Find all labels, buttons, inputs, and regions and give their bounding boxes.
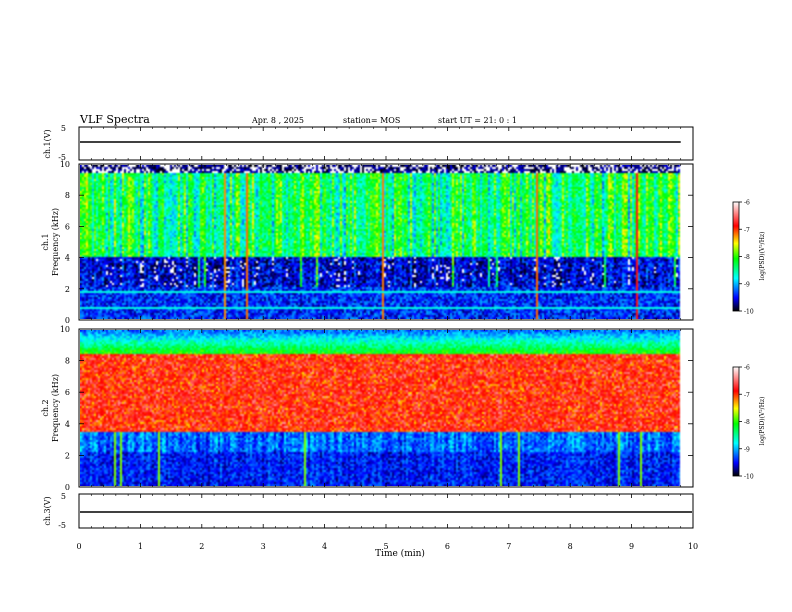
ch1-colorbar-tick-label: -8 bbox=[744, 254, 750, 261]
ch1-ytick-label: 2 bbox=[65, 285, 70, 294]
x-tick-label: 8 bbox=[568, 542, 573, 551]
ch2-colorbar-tick-label: -8 bbox=[744, 419, 750, 426]
ch2-colorbar-tick-label: -6 bbox=[744, 365, 750, 372]
x-tick-label: 0 bbox=[76, 542, 81, 551]
ch1-colorbar-tick-label: -6 bbox=[744, 200, 750, 207]
ch3-ytick-top: 5 bbox=[61, 492, 66, 501]
ch1-colorbar-scale bbox=[732, 201, 740, 312]
ch1-spectrogram-image bbox=[80, 165, 692, 319]
x-tick-label: 5 bbox=[383, 542, 388, 551]
ch1-colorbar-label: log(PSD)(V²/Hz) bbox=[759, 232, 766, 281]
ch2-spectrogram-ylabel-channel: ch.2 bbox=[41, 399, 50, 416]
ch1-voltage-ylabel: ch.1(V) bbox=[43, 129, 52, 158]
ch2-ytick-label: 8 bbox=[65, 357, 70, 366]
ch1-ytick-top: 5 bbox=[61, 124, 66, 133]
ch1-voltage-frame bbox=[78, 126, 694, 161]
ch1-colorbar-tick-label: -7 bbox=[744, 227, 750, 234]
ch1-ytick-label: 6 bbox=[65, 222, 70, 231]
ch3-ytick-bottom: -5 bbox=[58, 521, 66, 530]
ch2-ytick-label: 2 bbox=[65, 451, 70, 460]
ch2-ytick-label: 0 bbox=[65, 483, 70, 492]
ch2-colorbar-tick-label: -9 bbox=[744, 446, 750, 453]
ch1-colorbar-tick-label: -10 bbox=[744, 309, 754, 316]
ch1-ytick-label: 4 bbox=[65, 254, 70, 263]
x-tick-label: 1 bbox=[138, 542, 143, 551]
x-tick-label: 7 bbox=[506, 542, 511, 551]
ch2-spectrogram-ylabel-frequency: Frequency (kHz) bbox=[51, 374, 60, 442]
ch3-voltage-ylabel: ch.3(V) bbox=[43, 496, 52, 525]
ch2-colorbar: -6 -7 -8 -9 -10 log(PSD)(V²/Hz) bbox=[732, 365, 766, 481]
ch2-ytick-label: 6 bbox=[65, 388, 70, 397]
ch1-colorbar: -6 -7 -8 -9 -10 log(PSD)(V²/Hz) bbox=[732, 200, 766, 316]
station-label: station= MOS bbox=[343, 116, 400, 125]
ch2-colorbar-tick-label: -10 bbox=[744, 474, 754, 481]
ch2-spectrogram-panel: 0 2 4 6 8 10 ch.2 Frequency (kHz) bbox=[41, 325, 694, 492]
ch2-colorbar-tick-label: -7 bbox=[744, 392, 750, 399]
date-label: Apr. 8 , 2025 bbox=[251, 116, 304, 125]
ch1-spectrogram-ylabel-channel: ch.1 bbox=[41, 233, 50, 250]
x-tick-label: 9 bbox=[629, 542, 634, 551]
x-tick-label: 10 bbox=[688, 542, 698, 551]
ch1-ytick-label: 0 bbox=[65, 316, 70, 325]
ch2-spectrogram-image bbox=[80, 330, 692, 486]
ch1-colorbar-tick-label: -9 bbox=[744, 281, 750, 288]
ch2-ytick-label: 4 bbox=[65, 420, 70, 429]
ch1-ytick-bottom: -5 bbox=[58, 153, 66, 162]
ch1-spectrogram-ylabel-frequency: Frequency (kHz) bbox=[51, 208, 60, 276]
figure-title: VLF Spectra bbox=[79, 113, 150, 126]
x-tick-label: 6 bbox=[445, 542, 450, 551]
start-time-label: start UT = 21: 0 : 1 bbox=[438, 116, 517, 125]
x-axis-label: Time (min) bbox=[375, 548, 425, 559]
ch3-voltage-frame bbox=[78, 493, 694, 529]
x-tick-label: 2 bbox=[199, 542, 204, 551]
ch1-ytick-label: 10 bbox=[60, 160, 70, 169]
ch2-ytick-label: 10 bbox=[60, 325, 70, 334]
ch1-spectrogram-panel: 0 2 4 6 8 10 ch.1 Frequency (kHz) bbox=[41, 160, 694, 325]
ch2-colorbar-scale bbox=[732, 366, 740, 477]
x-axis: 0 1 2 3 4 5 6 7 8 9 10 bbox=[76, 127, 698, 551]
x-tick-label: 3 bbox=[261, 542, 266, 551]
ch1-ytick-label: 8 bbox=[65, 191, 70, 200]
ch2-colorbar-label: log(PSD)(V²/Hz) bbox=[759, 397, 766, 446]
x-tick-label: 4 bbox=[322, 542, 327, 551]
